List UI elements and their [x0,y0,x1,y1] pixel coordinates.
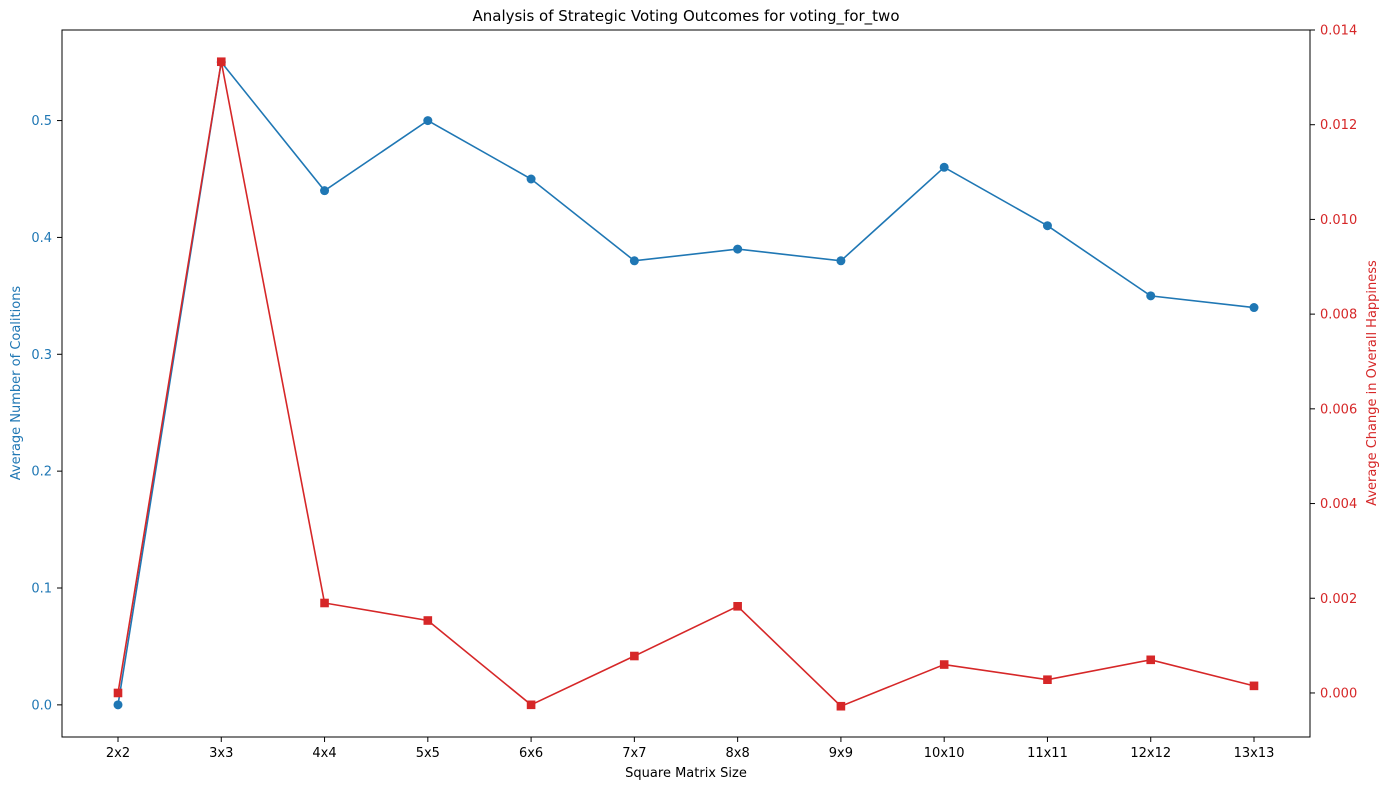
right-axis: 0.000 0.002 0.004 0.006 0.008 0.010 0.012 0.014 [1310,24,1357,701]
data-point-left [1042,221,1052,231]
x-tick-label: 4x4 [312,746,336,761]
data-point-left [836,256,846,266]
data-point-left [733,244,743,254]
x-tick-label: 12x12 [1130,746,1171,761]
data-point-left [1249,303,1259,313]
data-point-left [320,186,330,196]
left-tick-label: 0.3 [31,348,52,363]
data-point-right [939,660,949,669]
right-tick-label: 0.010 [1320,213,1357,228]
data-point-left [526,174,536,184]
left-tick-label: 0.1 [31,582,52,597]
data-point-left [423,116,433,126]
right-tick-label: 0.002 [1320,592,1357,607]
x-axis-title: Square Matrix Size [625,766,747,781]
right-tick-label: 0.000 [1320,686,1357,701]
left-tick-label: 0.2 [31,465,52,480]
right-tick-label: 0.004 [1320,497,1357,512]
x-tick-label: 2x2 [106,746,130,761]
left-tick-label: 0.4 [31,231,52,246]
data-point-right [836,701,846,711]
x-tick-label: 7x7 [622,746,646,761]
x-tick-label: 8x8 [726,746,750,761]
data-point-left [939,162,949,172]
right-tick-label: 0.006 [1320,402,1357,417]
data-point-right [216,57,226,67]
series-line-left [117,60,1255,705]
data-point-right [526,700,536,710]
x-axis: 2x2 3x3 4x4 5x5 6x6 7x7 8x8 9x9 10x10 11x11 12x12 1… [106,737,1275,761]
left-tick-label: 0.5 [31,114,52,129]
data-point-right [1043,675,1052,685]
left-tick-label: 0.0 [31,698,52,713]
x-tick-label: 10x10 [924,746,965,761]
data-point-right [1146,655,1156,665]
chart-title: Analysis of Strategic Voting Outcomes fo… [472,7,899,26]
right-tick-label: 0.014 [1320,24,1357,39]
left-axis: 0.0 0.1 0.2 0.3 0.4 0.5 [31,114,62,713]
right-axis-title: Average Change in Overall Happiness [1365,260,1380,506]
left-axis-title: Average Number of Coalitions [9,286,24,481]
x-tick-label: 13x13 [1234,746,1275,761]
right-tick-label: 0.008 [1320,308,1357,323]
x-tick-label: 3x3 [209,746,233,761]
series-layer [113,57,1259,711]
data-point-left [1146,291,1156,301]
x-tick-label: 9x9 [829,746,853,761]
data-point-right [423,616,433,625]
data-point-right [113,688,123,698]
data-point-left [113,700,123,710]
x-tick-label: 11x11 [1027,746,1068,761]
data-point-right [320,598,329,608]
x-tick-label: 5x5 [416,746,440,761]
series-line-right [117,61,1255,708]
x-tick-label: 6x6 [519,746,543,761]
data-point-right [1249,681,1259,691]
data-point-left [629,256,639,266]
right-tick-label: 0.012 [1320,118,1357,133]
data-point-right [630,651,639,661]
data-point-right [733,602,742,611]
plot-frame [61,29,1311,738]
